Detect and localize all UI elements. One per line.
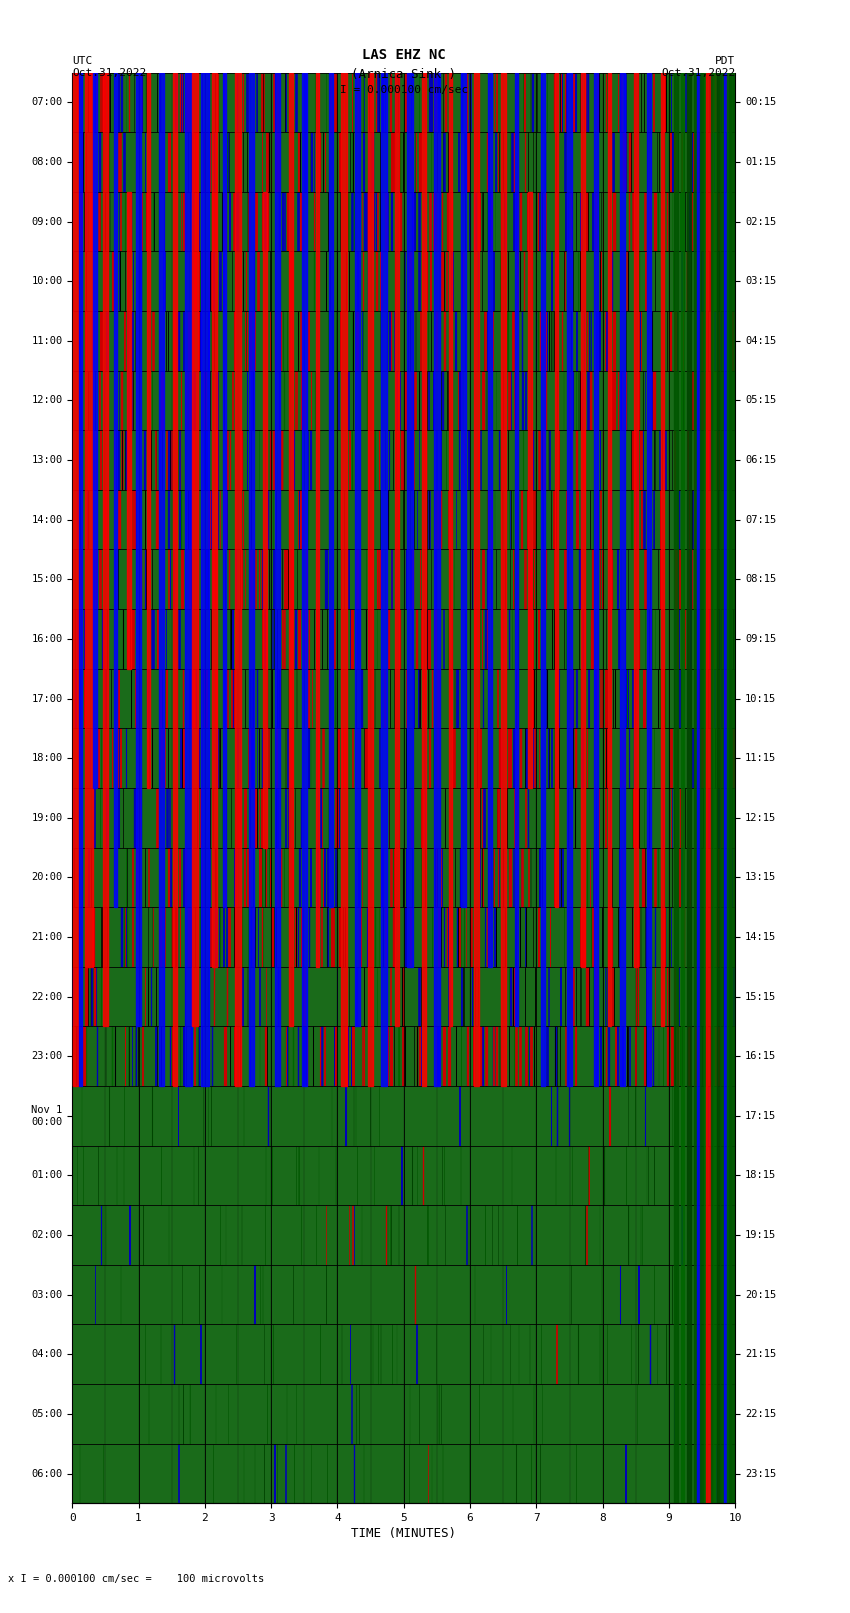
Bar xyxy=(449,73,452,1026)
Bar xyxy=(368,73,373,1086)
Bar xyxy=(114,73,117,907)
Bar xyxy=(620,73,626,1086)
Bar xyxy=(302,73,307,1086)
Bar xyxy=(488,73,492,966)
Bar xyxy=(554,73,558,907)
Bar xyxy=(515,73,518,1026)
Bar xyxy=(355,73,360,1026)
Bar xyxy=(711,73,713,1503)
Bar xyxy=(694,73,697,1503)
Bar xyxy=(235,73,241,1086)
Bar xyxy=(634,73,638,966)
Bar xyxy=(727,73,731,1503)
Bar xyxy=(381,73,387,1086)
Bar xyxy=(263,192,267,847)
Text: PDT
Oct.31,2022: PDT Oct.31,2022 xyxy=(661,56,735,77)
Bar xyxy=(647,73,651,1086)
Bar xyxy=(687,73,691,1503)
Bar xyxy=(173,73,177,1086)
Bar xyxy=(422,73,426,1086)
Bar xyxy=(541,73,546,1086)
Bar xyxy=(289,73,293,1026)
Bar xyxy=(720,73,724,1503)
Bar xyxy=(593,73,598,1086)
Bar xyxy=(528,192,532,787)
Bar xyxy=(160,73,164,1086)
Bar xyxy=(704,73,707,1503)
Bar xyxy=(706,73,711,1503)
Bar xyxy=(212,73,217,966)
Text: LAS EHZ NC: LAS EHZ NC xyxy=(362,48,445,63)
Bar xyxy=(567,73,572,1086)
Bar xyxy=(85,73,93,966)
Bar xyxy=(223,73,226,907)
Bar xyxy=(713,73,717,1503)
Bar xyxy=(329,73,333,907)
Bar xyxy=(681,73,684,1503)
Bar xyxy=(434,73,439,1086)
Bar xyxy=(717,73,720,1503)
Bar xyxy=(73,73,78,1086)
Bar xyxy=(316,73,320,966)
Bar xyxy=(474,73,479,1086)
Bar xyxy=(103,73,108,1026)
Bar xyxy=(127,192,131,669)
Bar xyxy=(608,73,611,1026)
Bar xyxy=(461,73,466,907)
Bar xyxy=(136,73,141,1026)
Bar xyxy=(394,73,400,1026)
Bar xyxy=(341,73,347,1086)
Bar xyxy=(192,73,197,1026)
Bar xyxy=(407,73,413,966)
Text: UTC
Oct.31,2022: UTC Oct.31,2022 xyxy=(72,56,146,77)
Text: x I = 0.000100 cm/sec =    100 microvolts: x I = 0.000100 cm/sec = 100 microvolts xyxy=(8,1574,264,1584)
Bar xyxy=(723,73,727,1503)
Bar xyxy=(501,73,506,1086)
Bar xyxy=(729,73,734,1503)
Bar xyxy=(94,73,98,787)
Bar xyxy=(147,73,150,787)
Bar xyxy=(201,73,209,1086)
Bar xyxy=(673,73,677,1503)
Bar xyxy=(249,73,253,1086)
Bar xyxy=(581,73,585,966)
Text: I = 0.000100 cm/sec: I = 0.000100 cm/sec xyxy=(340,85,468,95)
Bar xyxy=(185,73,191,1086)
Text: (Arnica Sink ): (Arnica Sink ) xyxy=(351,68,456,81)
Bar xyxy=(698,73,700,1503)
Bar xyxy=(660,73,664,1026)
X-axis label: TIME (MINUTES): TIME (MINUTES) xyxy=(351,1528,456,1540)
Bar xyxy=(78,73,82,1086)
Bar xyxy=(275,73,281,1086)
Bar xyxy=(700,73,704,1503)
